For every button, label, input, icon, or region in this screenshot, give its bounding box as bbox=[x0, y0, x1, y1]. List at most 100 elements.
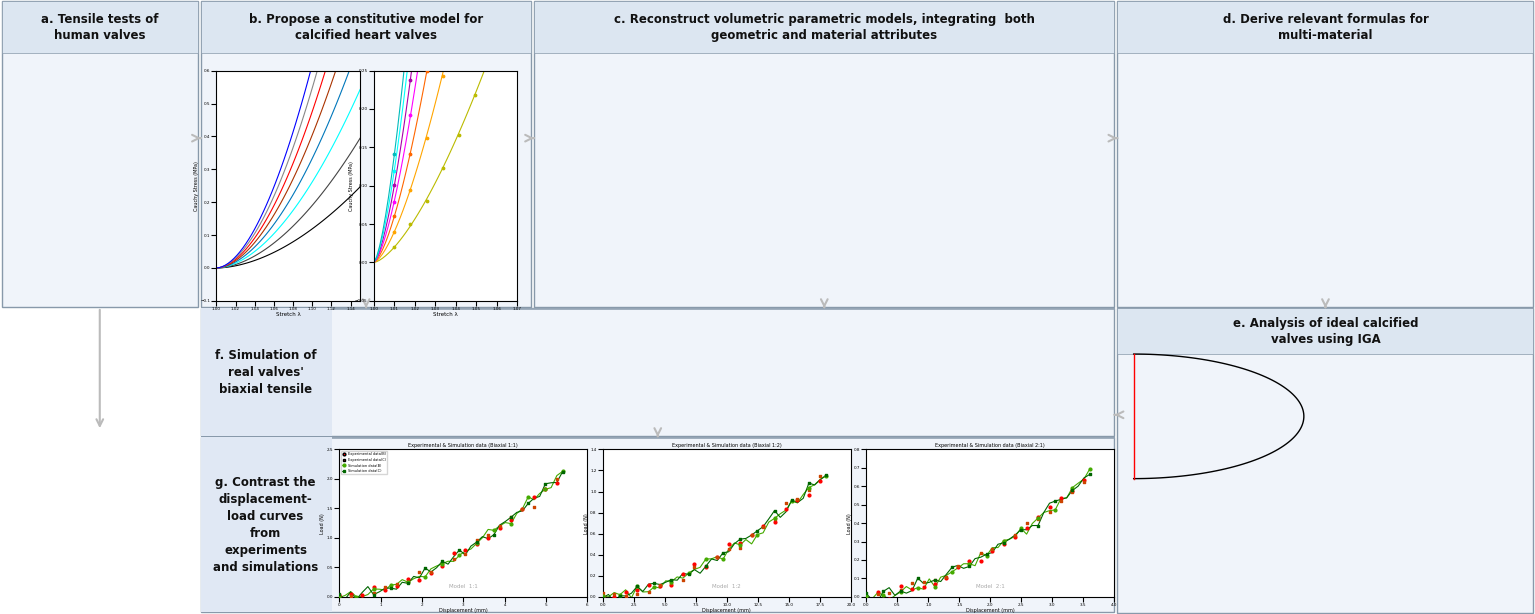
Point bbox=[510, 504, 534, 514]
Point bbox=[361, 584, 385, 594]
Point bbox=[482, 526, 507, 535]
Y-axis label: Load (N): Load (N) bbox=[321, 513, 325, 534]
Point bbox=[889, 587, 913, 597]
Point bbox=[430, 558, 454, 568]
Point bbox=[694, 561, 718, 570]
Point bbox=[413, 563, 437, 573]
Point bbox=[379, 580, 404, 590]
Point bbox=[677, 569, 701, 578]
Point bbox=[642, 582, 666, 592]
Point bbox=[373, 583, 398, 593]
Y-axis label: Load (N): Load (N) bbox=[847, 513, 852, 534]
Point bbox=[602, 593, 626, 602]
FancyBboxPatch shape bbox=[1117, 308, 1533, 613]
Point bbox=[1078, 464, 1102, 474]
Legend: Experimental data(B), Experimental data(C), Simulation data(B), Simulation data(: Experimental data(B), Experimental data(… bbox=[341, 451, 387, 475]
Point bbox=[979, 546, 1004, 556]
Point bbox=[935, 572, 959, 581]
Point bbox=[382, 200, 407, 209]
Point bbox=[344, 592, 368, 602]
Point bbox=[625, 581, 649, 591]
Point bbox=[935, 573, 959, 583]
Point bbox=[382, 164, 407, 174]
Point bbox=[912, 577, 936, 586]
Point bbox=[889, 581, 913, 591]
Point bbox=[956, 559, 981, 569]
Point bbox=[975, 551, 999, 561]
Point bbox=[956, 559, 981, 569]
Point bbox=[550, 467, 574, 476]
Point bbox=[522, 492, 546, 502]
Point bbox=[906, 583, 930, 593]
Point bbox=[797, 483, 821, 492]
FancyBboxPatch shape bbox=[2, 1, 198, 53]
Point bbox=[361, 588, 385, 598]
Point bbox=[510, 504, 534, 514]
Point bbox=[545, 474, 569, 484]
Point bbox=[807, 472, 832, 481]
FancyBboxPatch shape bbox=[1117, 1, 1533, 53]
X-axis label: Stretch λ: Stretch λ bbox=[433, 313, 457, 317]
Point bbox=[487, 521, 511, 530]
Point bbox=[533, 484, 557, 494]
Title: Experimental & Simulation data (Biaxial 1:1): Experimental & Simulation data (Biaxial … bbox=[408, 443, 519, 448]
Point bbox=[522, 502, 546, 512]
Point bbox=[396, 577, 421, 587]
FancyBboxPatch shape bbox=[534, 1, 1114, 307]
Point bbox=[414, 132, 439, 142]
Point bbox=[476, 530, 500, 540]
Y-axis label: Load (N): Load (N) bbox=[583, 513, 588, 534]
Point bbox=[487, 524, 511, 534]
Text: c. Reconstruct volumetric parametric models, integrating  both
geometric and mat: c. Reconstruct volumetric parametric mod… bbox=[614, 13, 1035, 42]
Point bbox=[659, 575, 683, 585]
Point bbox=[1002, 532, 1027, 542]
FancyBboxPatch shape bbox=[534, 1, 1114, 53]
Point bbox=[923, 575, 947, 585]
Point bbox=[786, 494, 810, 504]
Point bbox=[545, 478, 569, 488]
Point bbox=[373, 585, 398, 595]
Point bbox=[939, 562, 964, 572]
Point bbox=[797, 478, 821, 488]
Point bbox=[338, 591, 362, 601]
Point bbox=[447, 550, 471, 560]
Point bbox=[659, 580, 683, 590]
Point bbox=[398, 72, 422, 82]
Point bbox=[430, 70, 454, 80]
Point bbox=[853, 594, 878, 604]
Point bbox=[1071, 477, 1096, 487]
Point bbox=[533, 484, 557, 494]
Point bbox=[1061, 483, 1085, 492]
Point bbox=[992, 536, 1016, 546]
Point bbox=[853, 589, 878, 599]
Point bbox=[516, 492, 540, 502]
Point bbox=[876, 594, 901, 604]
Point bbox=[608, 590, 632, 600]
Point bbox=[361, 582, 385, 592]
X-axis label: Displacement (mm): Displacement (mm) bbox=[439, 608, 488, 613]
Point bbox=[602, 589, 626, 599]
Text: b. Propose a constitutive model for
calcified heart valves: b. Propose a constitutive model for calc… bbox=[249, 13, 484, 42]
Point bbox=[740, 530, 764, 540]
Point bbox=[659, 578, 683, 588]
Point bbox=[975, 550, 999, 559]
FancyBboxPatch shape bbox=[201, 437, 332, 612]
Point bbox=[344, 594, 368, 604]
Point bbox=[728, 538, 752, 548]
FancyBboxPatch shape bbox=[2, 1, 198, 307]
Point bbox=[912, 583, 936, 593]
Point bbox=[872, 590, 896, 600]
Point bbox=[1048, 493, 1073, 503]
Point bbox=[1048, 496, 1073, 506]
Point bbox=[430, 165, 454, 174]
Point bbox=[384, 581, 408, 591]
Point bbox=[751, 523, 775, 532]
Point bbox=[648, 581, 672, 591]
Point bbox=[494, 4, 519, 14]
Point bbox=[407, 575, 431, 585]
Point bbox=[780, 495, 804, 505]
Point bbox=[786, 495, 810, 505]
Point bbox=[591, 593, 616, 603]
Point bbox=[462, 88, 487, 98]
FancyBboxPatch shape bbox=[1117, 308, 1533, 354]
